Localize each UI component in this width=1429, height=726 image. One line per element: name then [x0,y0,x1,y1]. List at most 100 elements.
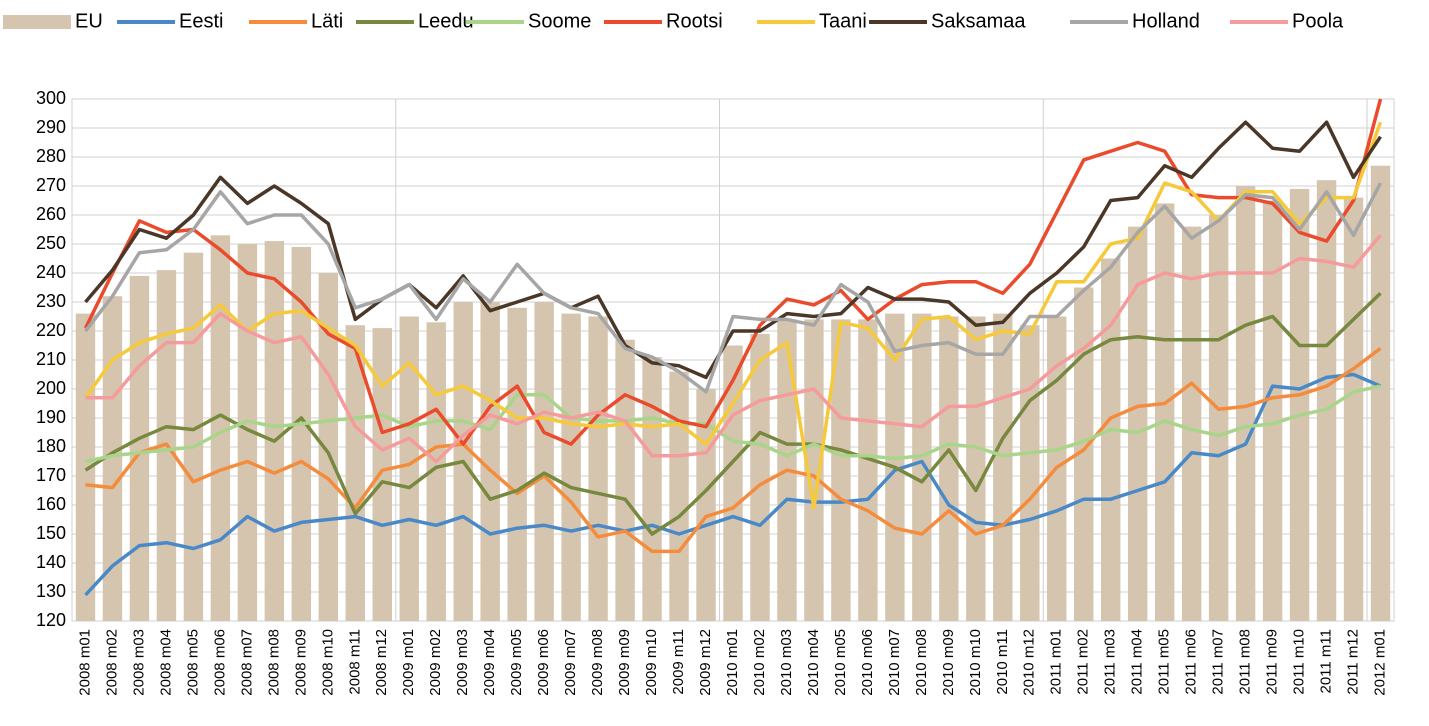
bar [750,333,770,621]
x-tick-label: 2010 m10 [967,629,984,696]
x-tick-label: 2010 m11 [994,629,1011,695]
lines [83,98,1383,597]
bar [723,345,743,621]
x-tick-label: 2010 m04 [805,629,822,696]
legend-label: Holland [1132,10,1200,32]
y-tick-label: 220 [36,320,66,340]
y-tick-label: 240 [36,262,66,282]
x-tick-label: 2011 m11 [1318,629,1335,694]
y-tick-label: 260 [36,204,66,224]
bar [1208,215,1229,621]
legend-label: Rootsi [666,10,723,32]
x-tick-label: 2011 m07 [1210,629,1227,695]
y-tick-label: 190 [36,407,66,427]
y-tick-label: 150 [36,523,66,543]
x-tick-label: 2008 m12 [373,629,390,696]
x-tick-label: 2011 m06 [1183,629,1200,695]
bar [183,252,204,621]
x-tick-label: 2010 m09 [940,629,957,696]
x-tick-label: 2009 m08 [589,629,606,696]
line-series [84,292,1382,536]
x-tick-label: 2008 m03 [130,629,147,696]
x-tick-label: 2009 m01 [400,629,417,696]
x-tick-label: 2009 m09 [616,629,633,696]
line-series [85,347,1382,554]
x-tick-label: 2010 m08 [913,629,930,696]
y-tick-label: 170 [36,465,66,485]
bar [588,316,608,621]
x-tick-label: 2009 m04 [481,629,498,696]
y-tick-label: 180 [36,436,66,456]
x-tick-label: 2010 m12 [1021,629,1038,696]
x-tick-label: 2011 m05 [1156,629,1173,695]
line-series [84,120,1382,380]
legend-label: Saksamaa [931,10,1026,32]
legend-label: Taani [819,10,867,32]
bar [1154,203,1175,621]
bar [318,273,339,621]
bar [1074,287,1094,621]
x-tick-label: 2008 m11 [346,629,363,695]
bar [1343,197,1364,621]
y-tick-label: 300 [36,88,66,108]
bar [831,319,851,621]
x-tick-label: 2012 m01 [1371,629,1388,696]
bar [264,241,285,621]
bar [1181,226,1202,621]
x-tick-label: 2008 m06 [211,629,228,696]
bar [1370,165,1391,621]
line-series [84,182,1383,394]
bar [1262,200,1283,621]
bar [1235,186,1256,621]
bar [615,339,635,621]
x-tick-label: 2008 m02 [103,629,120,696]
x-tick-label: 2009 m11 [670,629,687,695]
x-tick-label: 2010 m01 [724,629,741,696]
bar [1127,226,1148,621]
bar [102,296,123,621]
x-tick-label: 2008 m08 [265,629,282,696]
line-series [85,234,1382,464]
bar [345,325,365,621]
line-series [85,384,1381,464]
x-tick-label: 2009 m05 [508,629,525,696]
x-tick-label: 2008 m01 [76,629,93,696]
legend-label: Eesti [179,10,223,32]
bar [291,246,312,621]
x-tick-label: 2009 m06 [535,629,552,696]
x-tick-label: 2008 m07 [238,629,255,696]
x-tick-label: 2009 m12 [697,629,714,696]
x-tick-label: 2009 m02 [427,629,444,696]
x-tick-label: 2011 m01 [1048,629,1065,695]
y-tick-label: 280 [36,146,66,166]
bar [993,313,1013,621]
x-tick-label: 2010 m06 [859,629,876,696]
bar [642,357,662,621]
x-tick-label: 2010 m03 [778,629,795,696]
x-tick-label: 2008 m10 [319,629,336,696]
y-tick-label: 120 [36,610,66,630]
bar [399,316,419,621]
bar [858,319,878,621]
line-series [83,98,1383,446]
bar [237,244,258,621]
bar [534,302,554,621]
x-tick-label: 2011 m04 [1129,629,1146,695]
bar [561,313,581,621]
x-tick-label: 2011 m03 [1102,629,1119,695]
bar [507,307,527,621]
legend-label: Leedu [418,10,474,32]
x-tick-label: 2008 m09 [292,629,309,696]
x-tick-label: 2010 m02 [751,629,768,696]
x-tick-label: 2011 m08 [1237,629,1254,695]
x-tick-label: 2010 m05 [832,629,849,696]
x-tick-label: 2011 m12 [1344,629,1361,695]
x-tick-label: 2011 m02 [1075,629,1092,695]
y-tick-label: 270 [36,175,66,195]
bar [669,371,689,621]
y-tick-label: 210 [36,349,66,369]
bar [426,322,446,621]
legend-label: EU [75,10,103,32]
y-tick-label: 160 [36,494,66,514]
